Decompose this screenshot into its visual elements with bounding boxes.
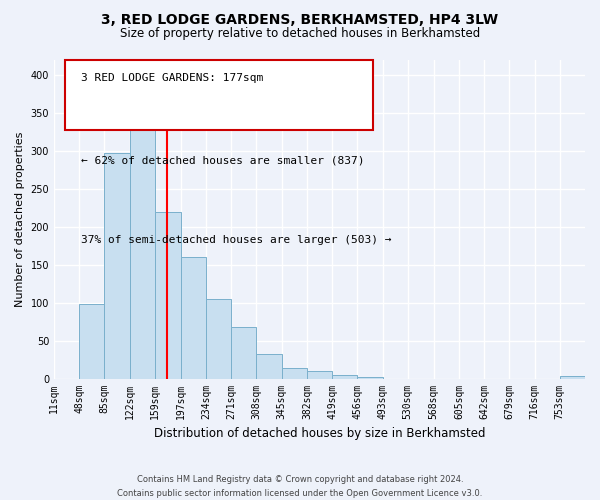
Bar bbox=[256, 354, 281, 378]
Bar bbox=[104, 152, 130, 378]
Bar bbox=[307, 371, 332, 378]
Text: 37% of semi-detached houses are larger (503) →: 37% of semi-detached houses are larger (… bbox=[80, 235, 391, 245]
Bar bbox=[358, 377, 383, 378]
Text: Contains HM Land Registry data © Crown copyright and database right 2024.
Contai: Contains HM Land Registry data © Crown c… bbox=[118, 476, 482, 498]
Bar bbox=[560, 376, 585, 378]
Text: Size of property relative to detached houses in Berkhamsted: Size of property relative to detached ho… bbox=[120, 28, 480, 40]
Bar bbox=[231, 327, 256, 378]
Bar bbox=[130, 128, 155, 378]
FancyBboxPatch shape bbox=[65, 60, 373, 130]
Text: ← 62% of detached houses are smaller (837): ← 62% of detached houses are smaller (83… bbox=[80, 156, 364, 166]
Bar bbox=[281, 368, 307, 378]
Text: 3 RED LODGE GARDENS: 177sqm: 3 RED LODGE GARDENS: 177sqm bbox=[80, 72, 263, 83]
X-axis label: Distribution of detached houses by size in Berkhamsted: Distribution of detached houses by size … bbox=[154, 427, 485, 440]
Bar bbox=[206, 299, 231, 378]
Bar bbox=[181, 257, 206, 378]
Bar bbox=[79, 304, 104, 378]
Bar bbox=[155, 212, 181, 378]
Text: 3, RED LODGE GARDENS, BERKHAMSTED, HP4 3LW: 3, RED LODGE GARDENS, BERKHAMSTED, HP4 3… bbox=[101, 12, 499, 26]
Bar bbox=[332, 375, 358, 378]
Y-axis label: Number of detached properties: Number of detached properties bbox=[15, 132, 25, 307]
